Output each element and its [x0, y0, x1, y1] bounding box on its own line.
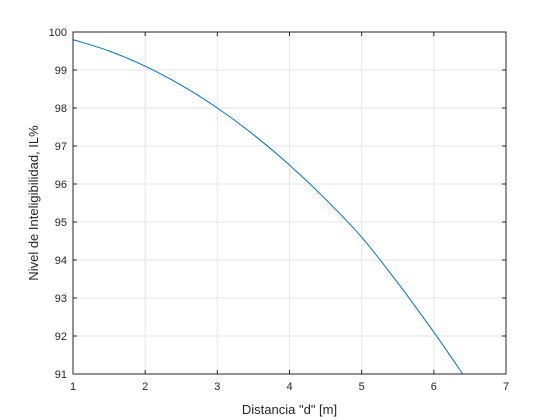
x-tick-label: 5	[359, 381, 365, 393]
x-tick-label: 7	[503, 381, 509, 393]
y-tick-label: 99	[55, 65, 67, 77]
series-line	[72, 39, 464, 375]
y-tick-label: 95	[55, 217, 67, 229]
y-tick-label: 93	[55, 293, 67, 305]
x-axis-label: Distancia "d" [m]	[242, 402, 337, 417]
grid-lines	[72, 31, 507, 375]
y-tick-label: 92	[55, 331, 67, 343]
x-tick-label: 3	[214, 381, 220, 393]
y-tick-label: 98	[55, 103, 67, 115]
x-tick-label: 4	[286, 381, 292, 393]
x-tick-label: 2	[142, 381, 148, 393]
y-tick-label: 97	[55, 141, 67, 153]
y-axis-label: Nivel de Inteligibilidad, IL%	[26, 125, 41, 281]
data-series	[72, 39, 464, 375]
y-tick-label: 96	[55, 179, 67, 191]
x-tick-label: 1	[70, 381, 76, 393]
y-tick-labels: 91 92 93 94 95 96 97 98 99 100	[49, 27, 67, 381]
x-tick-labels: 1 2 3 4 5 6 7	[70, 381, 509, 393]
x-tick-label: 6	[431, 381, 437, 393]
y-tick-label: 94	[55, 255, 67, 267]
y-tick-label: 91	[55, 369, 67, 381]
y-tick-label: 100	[49, 27, 67, 39]
axes-box	[72, 31, 507, 375]
